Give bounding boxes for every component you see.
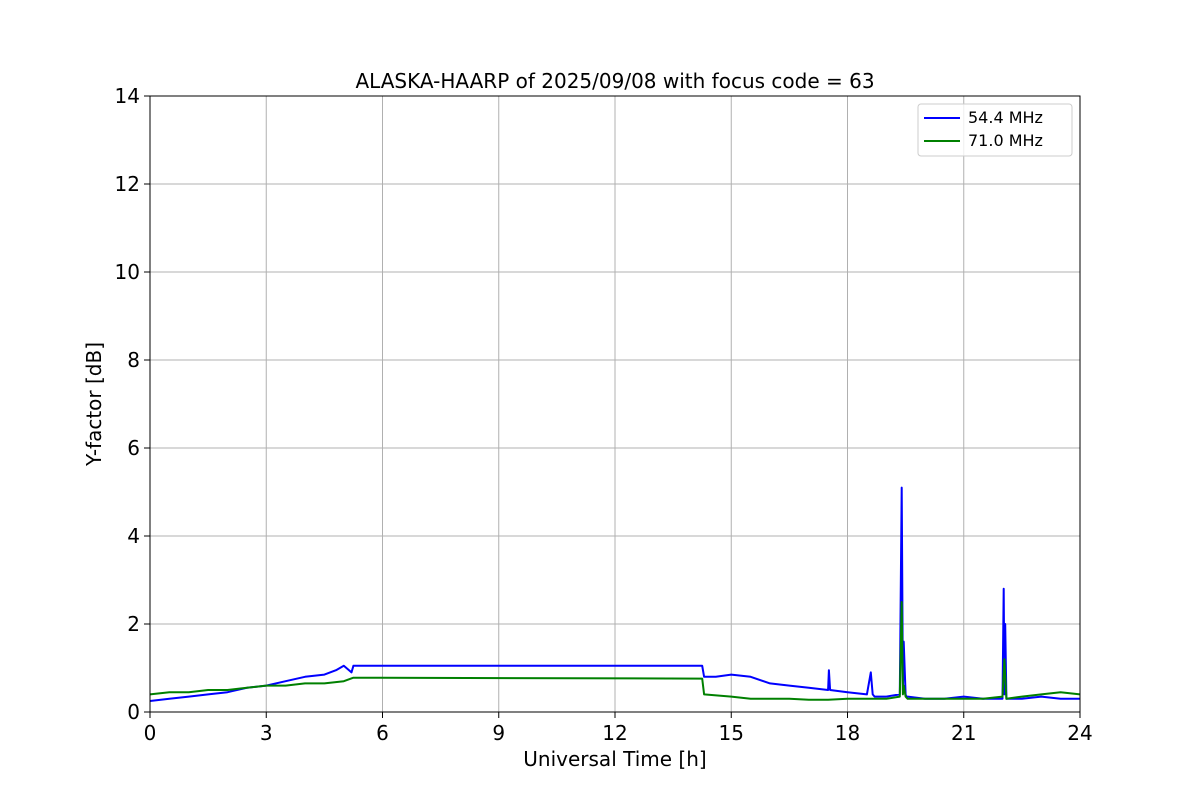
x-axis: 0 3 6 9 12 15 18 21 24	[144, 712, 1093, 745]
y-axis: 0 2 4 6 8 10 12 14	[115, 84, 150, 724]
y-tick-label: 12	[115, 172, 140, 196]
x-tick-label: 12	[602, 721, 627, 745]
series-line-54-4-mhz	[149, 486, 1080, 702]
y-tick-label: 6	[127, 436, 140, 460]
series-layer	[149, 486, 1081, 702]
legend-label-54-4: 54.4 MHz	[968, 108, 1043, 127]
x-axis-title: Universal Time [h]	[523, 747, 706, 771]
series-line-71-0-mhz	[149, 601, 1081, 701]
chart-title: ALASKA-HAARP of 2025/09/08 with focus co…	[355, 69, 874, 93]
x-tick-label: 24	[1067, 721, 1092, 745]
y-tick-label: 8	[127, 348, 140, 372]
x-tick-label: 9	[492, 721, 505, 745]
legend: 54.4 MHz 71.0 MHz	[917, 103, 1073, 157]
y-tick-label: 0	[127, 700, 140, 724]
legend-label-71-0: 71.0 MHz	[968, 131, 1043, 150]
y-axis-title: Y-factor [dB]	[82, 342, 106, 467]
x-tick-label: 18	[835, 721, 860, 745]
y-tick-label: 4	[127, 524, 140, 548]
y-tick-label: 14	[115, 84, 140, 108]
y-tick-label: 2	[127, 612, 140, 636]
x-tick-label: 15	[719, 721, 744, 745]
y-tick-label: 10	[115, 260, 140, 284]
x-tick-label: 0	[144, 721, 157, 745]
x-tick-label: 3	[260, 721, 273, 745]
x-tick-label: 21	[951, 721, 976, 745]
x-tick-label: 6	[376, 721, 389, 745]
